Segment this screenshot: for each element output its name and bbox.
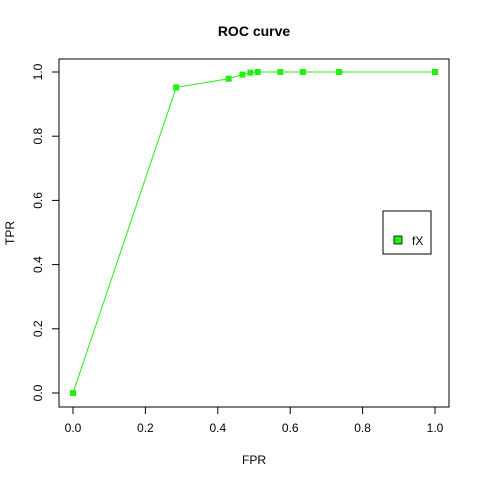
y-tick-label: 0.8 bbox=[31, 128, 45, 145]
x-tick-label: 0.4 bbox=[209, 421, 226, 435]
x-tick-label: 0.6 bbox=[282, 421, 299, 435]
series-layer bbox=[70, 69, 438, 396]
y-tick-label: 0.2 bbox=[31, 320, 45, 337]
chart-title: ROC curve bbox=[218, 23, 291, 39]
y-tick-label: 1.0 bbox=[31, 63, 45, 80]
legend: fX bbox=[382, 210, 432, 255]
data-point bbox=[254, 69, 261, 75]
legend-label-fx: fX bbox=[412, 234, 423, 248]
x-tick-label: 0.2 bbox=[137, 421, 154, 435]
data-point bbox=[247, 69, 254, 76]
data-point bbox=[239, 71, 246, 78]
x-tick-label: 1.0 bbox=[427, 421, 444, 435]
data-point bbox=[299, 69, 306, 75]
data-point bbox=[336, 69, 343, 75]
data-point bbox=[277, 69, 284, 75]
legend-box bbox=[382, 210, 432, 255]
data-point bbox=[70, 390, 76, 396]
x-axis-label: FPR bbox=[242, 453, 266, 467]
y-axis-label: TPR bbox=[3, 221, 17, 245]
legend-swatch bbox=[393, 235, 403, 245]
x-axis: 0.0 0.2 0.4 0.6 0.8 1.0 bbox=[65, 406, 444, 435]
data-point bbox=[432, 69, 438, 75]
y-tick-label: 0.4 bbox=[31, 256, 45, 273]
x-tick-label: 0.8 bbox=[354, 421, 371, 435]
y-tick-label: 0.0 bbox=[31, 384, 45, 401]
data-point bbox=[225, 75, 232, 82]
x-tick-label: 0.0 bbox=[65, 421, 82, 435]
y-tick-label: 0.6 bbox=[31, 192, 45, 209]
data-point bbox=[173, 84, 180, 91]
series-line-fx bbox=[72, 71, 435, 394]
y-axis: 0.0 0.2 0.4 0.6 0.8 1.0 bbox=[31, 63, 60, 401]
